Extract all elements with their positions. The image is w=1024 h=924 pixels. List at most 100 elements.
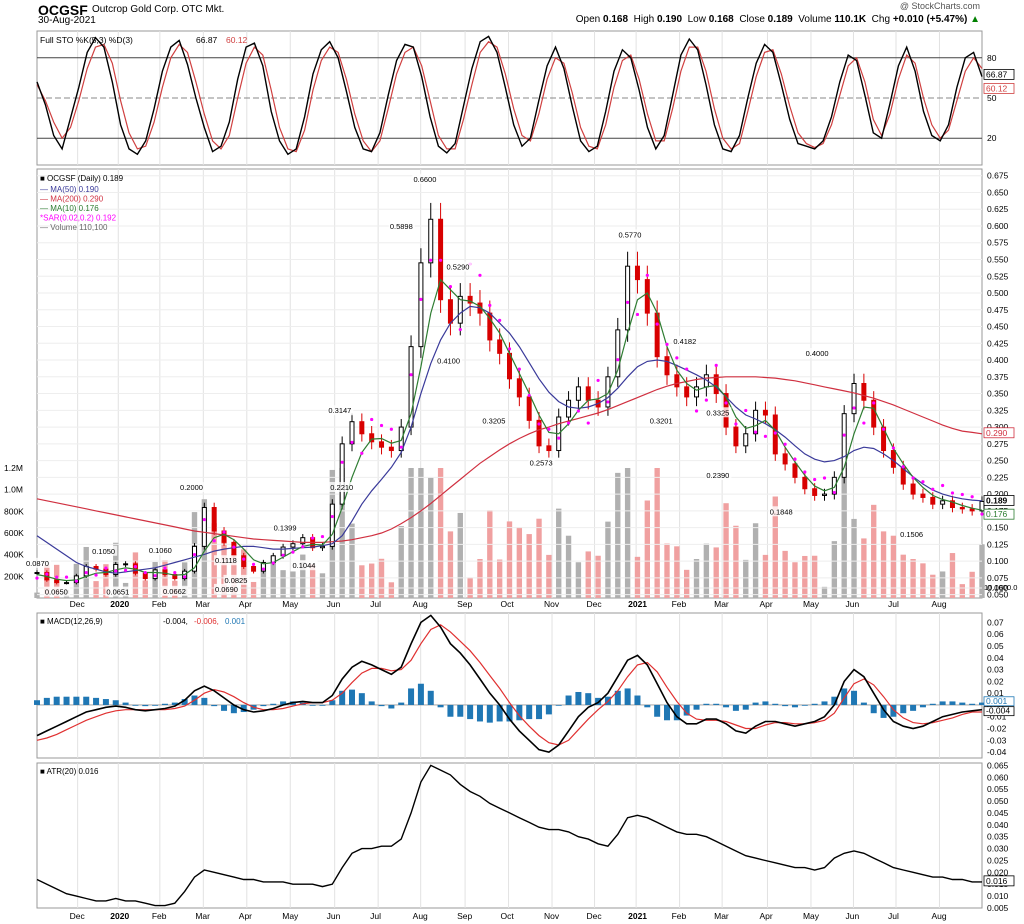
sar-dot: [803, 470, 807, 474]
annotation-bg: [528, 457, 555, 468]
macd-histogram-bar: [811, 703, 818, 705]
macd-histogram-bar: [762, 701, 769, 705]
price-candle: [979, 500, 985, 512]
macd-histogram-bar: [693, 704, 700, 710]
macd-histogram-bar: [900, 704, 907, 714]
macd-histogram-bar: [979, 702, 985, 705]
sar-dot: [350, 440, 354, 444]
sar-dot: [173, 571, 177, 575]
macd-title: ■ MACD(12,26,9): [40, 617, 103, 626]
stochastic-title: Full STO %K(5,3) %D(3): [40, 35, 133, 45]
volume-bar: [280, 570, 286, 598]
price-candle: [526, 396, 532, 421]
volume-bar: [841, 468, 847, 598]
atr-tick-label: 0.010: [987, 891, 1009, 901]
macd-histogram-bar: [703, 703, 710, 705]
macd-panel-frame: [36, 612, 983, 759]
macd-tick-label: 0.03: [987, 665, 1004, 675]
sar-dot: [438, 258, 443, 262]
price-legend-item: — Volume 110,100: [40, 223, 108, 232]
macd-histogram-bar: [309, 704, 316, 706]
price-tick-label: 0.200: [987, 489, 1009, 499]
volume-bar: [270, 555, 276, 598]
sar-dot: [724, 401, 728, 405]
sar-dot: [251, 562, 256, 566]
sar-dot: [960, 492, 964, 497]
sar-dot: [212, 539, 216, 543]
volume-bar: [654, 468, 660, 598]
sar-dot: [537, 422, 541, 426]
x-axis-label: Aug: [931, 599, 946, 609]
macd-histogram-bar: [171, 702, 178, 705]
macd-histogram-bar: [929, 703, 936, 705]
volume-bar: [959, 584, 965, 598]
volume-bar: [34, 592, 40, 598]
atr-title: ■ ATR(20) 0.016: [40, 767, 99, 776]
macd-histogram-bar: [486, 704, 493, 723]
sar-dot: [586, 421, 590, 425]
price-tick-label: 0.450: [987, 322, 1009, 332]
sar-dot: [527, 393, 531, 398]
price-candle: [743, 433, 749, 447]
volume-bar: [674, 546, 680, 598]
macd-tick-label: 0.06: [987, 629, 1004, 639]
macd-histogram-bar: [280, 701, 287, 705]
price-right-tag-label: 0.290: [986, 428, 1008, 438]
price-annotation: 0.2000: [180, 483, 203, 492]
price-tick-label: 0.060: [987, 583, 1009, 593]
price-candle: [329, 503, 335, 547]
x-axis-label-bottom: Mar: [714, 911, 729, 921]
price-candle: [388, 446, 394, 452]
annotation-bg: [412, 173, 439, 184]
price-right-tag: [983, 508, 1015, 520]
volume-value: 110.1K: [834, 14, 867, 25]
price-candle: [251, 565, 257, 572]
annotation-bg: [179, 482, 206, 493]
sar-dot: [399, 445, 403, 449]
annotation-bg: [705, 469, 732, 480]
macd-histogram-bar: [53, 696, 60, 705]
price-candle: [457, 295, 463, 324]
sar-dot: [330, 514, 334, 519]
sar-dot: [901, 465, 905, 469]
macd-histogram-bar: [427, 690, 434, 705]
macd-histogram-bar: [772, 703, 779, 705]
macd-hist-tag: [983, 696, 1015, 707]
atr-panel-frame: [36, 762, 983, 909]
sar-dot: [921, 480, 925, 484]
x-axis-label-bottom: Aug: [931, 911, 946, 921]
sar-dot: [114, 569, 118, 573]
price-annotation: 0.1050: [92, 547, 115, 556]
sar-dot: [133, 565, 138, 569]
x-axis-label: Dec: [587, 599, 603, 609]
sar-dot: [665, 342, 669, 346]
annotation-bg: [147, 545, 174, 556]
sar-dot: [753, 430, 758, 434]
macd-histogram-bar: [329, 700, 336, 705]
volume-bar: [713, 547, 719, 598]
annotation-bg: [672, 335, 699, 346]
price-candle: [822, 493, 827, 496]
volume-bar: [979, 544, 985, 598]
volume-tick-label: 1.0M: [4, 485, 23, 495]
stochastic-k-tag: [983, 68, 1015, 80]
sar-dot: [970, 495, 974, 499]
x-axis-label-bottom: Dec: [70, 911, 86, 921]
volume-bar: [447, 531, 454, 598]
sar-dot: [153, 574, 157, 578]
sar-dot: [931, 487, 935, 491]
sar-dot: [45, 572, 49, 576]
x-axis-label: May: [282, 599, 299, 609]
price-candle: [64, 582, 70, 585]
price-candle: [940, 500, 946, 505]
annotation-bg: [329, 482, 356, 493]
price-candle: [54, 579, 60, 584]
x-axis-label: Jun: [327, 599, 341, 609]
volume-bar: [378, 558, 385, 598]
sar-dot: [35, 576, 39, 580]
volume-bar: [290, 571, 296, 598]
sar-dot: [222, 530, 226, 534]
macd-tick-label: 0.04: [987, 653, 1004, 663]
macd-histogram-bar: [240, 704, 247, 713]
volume-tick-label: 400K: [4, 550, 24, 560]
